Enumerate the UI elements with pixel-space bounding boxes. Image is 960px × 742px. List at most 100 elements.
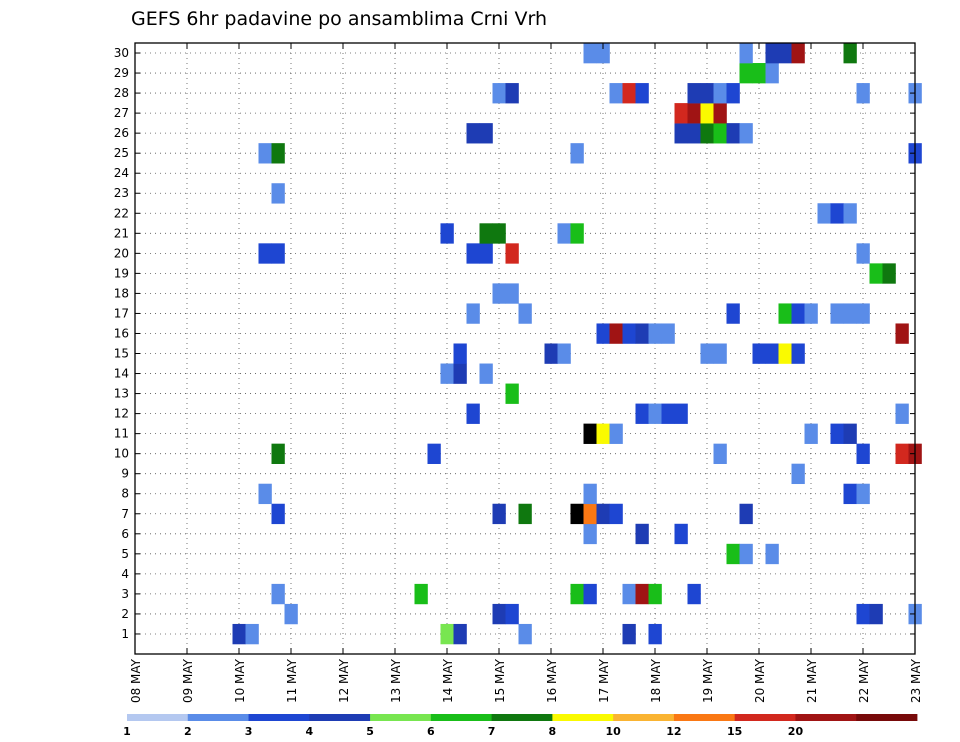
legend-label: 1 — [123, 725, 131, 738]
legend-swatch — [187, 714, 249, 721]
precip-cell — [765, 63, 779, 84]
y-tick-label: 21 — [114, 226, 129, 240]
x-tick-label: 22 MAY — [857, 658, 871, 703]
precip-cell — [843, 423, 857, 444]
y-tick-label: 5 — [121, 547, 129, 561]
precip-cell — [622, 583, 636, 605]
x-tick-label: 09 MAY — [181, 658, 195, 703]
precip-cell — [505, 383, 519, 404]
legend-swatch — [552, 714, 614, 721]
precip-cell — [674, 403, 688, 424]
precip-cell — [674, 523, 688, 545]
precip-cell — [687, 103, 701, 124]
precip-cell — [869, 263, 883, 284]
precip-cell — [713, 343, 727, 364]
precip-cell — [271, 443, 285, 464]
precip-cell — [583, 583, 597, 605]
precip-cell — [505, 83, 519, 104]
precip-cell — [492, 283, 506, 304]
y-tick-label: 23 — [114, 186, 129, 200]
precip-cell — [596, 43, 610, 64]
precip-cell — [739, 123, 753, 144]
precip-cell — [518, 303, 532, 324]
precip-cell — [505, 603, 519, 625]
precip-cell — [453, 623, 467, 645]
precip-cell — [869, 603, 883, 625]
precip-cell — [609, 503, 623, 525]
y-tick-label: 14 — [114, 367, 129, 381]
y-tick-label: 8 — [121, 487, 129, 501]
precip-cell — [648, 403, 662, 424]
precip-cell — [583, 523, 597, 545]
precip-cell — [570, 503, 584, 525]
chart-title: GEFS 6hr padavine po ansamblima Crni Vrh — [131, 8, 547, 30]
x-tick-label: 12 MAY — [337, 658, 351, 703]
precip-cell — [687, 83, 701, 104]
precip-cell — [557, 343, 571, 364]
y-tick-label: 22 — [114, 206, 129, 220]
precip-cell — [440, 223, 454, 244]
grid-lines — [135, 43, 915, 654]
precip-cell — [739, 543, 753, 565]
precip-cell — [271, 183, 285, 204]
precip-cell — [271, 503, 285, 525]
precip-cell — [765, 343, 779, 364]
precip-cell — [843, 43, 857, 64]
precip-cell — [856, 303, 870, 324]
precip-cell — [661, 403, 675, 424]
legend-label: 3 — [245, 725, 253, 738]
color-legend: 1 2 3 4 5 6 7 8 10 12 15 20 — [123, 714, 918, 738]
precip-cell — [570, 583, 584, 605]
x-tick-label: 18 MAY — [649, 658, 663, 703]
precip-cell — [895, 323, 909, 344]
precip-cell — [622, 323, 636, 344]
precip-cell — [453, 363, 467, 384]
precip-cell — [843, 203, 857, 224]
x-tick-label: 20 MAY — [753, 658, 767, 703]
x-tick-label: 11 MAY — [285, 658, 299, 703]
legend-swatch — [795, 714, 857, 721]
precip-cell — [700, 83, 714, 104]
x-tick-label: 14 MAY — [441, 658, 455, 703]
x-tick-label: 23 MAY — [909, 658, 923, 703]
precip-cell — [635, 523, 649, 545]
precip-cell — [713, 103, 727, 124]
precip-cell — [765, 543, 779, 565]
precip-cell — [505, 283, 519, 304]
precip-cell — [271, 143, 285, 164]
precip-cell — [674, 103, 688, 124]
legend-swatch — [613, 714, 675, 721]
y-tick-label: 27 — [114, 106, 129, 120]
precip-cell — [245, 623, 259, 645]
y-tick-label: 3 — [121, 587, 129, 601]
precip-cell — [635, 323, 649, 344]
precip-cell — [791, 463, 805, 485]
y-tick-label: 16 — [114, 326, 129, 340]
y-tick-label: 2 — [121, 607, 129, 621]
y-tick-label: 7 — [121, 507, 129, 521]
precip-cell — [674, 123, 688, 144]
precip-cell — [700, 343, 714, 364]
precip-cell — [583, 483, 597, 505]
y-tick-label: 6 — [121, 527, 129, 541]
precip-cell — [700, 123, 714, 144]
precip-cell — [258, 483, 272, 505]
precip-cell — [596, 323, 610, 344]
legend-swatch — [309, 714, 371, 721]
precip-cell — [466, 123, 480, 144]
precip-cell — [791, 303, 805, 324]
precip-cell — [895, 443, 909, 464]
precip-cell — [453, 343, 467, 364]
legend-label: 10 — [605, 725, 621, 738]
precip-cell — [856, 83, 870, 104]
precip-cell — [479, 123, 493, 144]
x-tick-label: 13 MAY — [389, 658, 403, 703]
precip-cell — [739, 503, 753, 525]
legend-swatch — [673, 714, 736, 721]
precip-cell — [726, 123, 740, 144]
precip-cell — [492, 223, 506, 244]
y-tick-label: 12 — [114, 407, 129, 421]
legend-label: 8 — [549, 725, 557, 738]
precip-cell — [284, 603, 298, 625]
